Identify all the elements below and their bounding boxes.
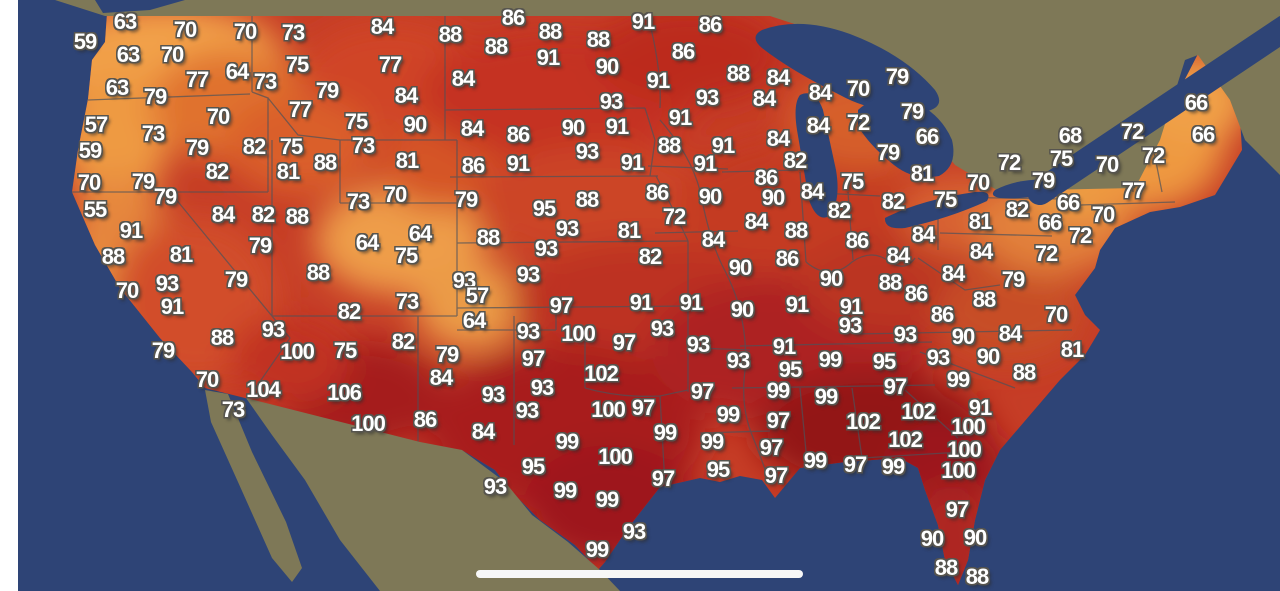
lake-superior <box>755 23 940 112</box>
mexico-mainland <box>246 398 620 591</box>
canada-landmass <box>55 0 1280 192</box>
st-lawrence-river <box>1027 16 1280 205</box>
great-lakes <box>755 23 1064 229</box>
baja-peninsula <box>205 390 302 582</box>
left-edge-strip <box>0 0 18 591</box>
mexico-landmass <box>205 390 620 591</box>
lake-erie <box>884 191 989 229</box>
lake-michigan <box>795 93 838 218</box>
home-indicator-bar[interactable] <box>476 570 803 578</box>
lake-huron <box>858 96 954 178</box>
strait-water <box>95 0 185 13</box>
